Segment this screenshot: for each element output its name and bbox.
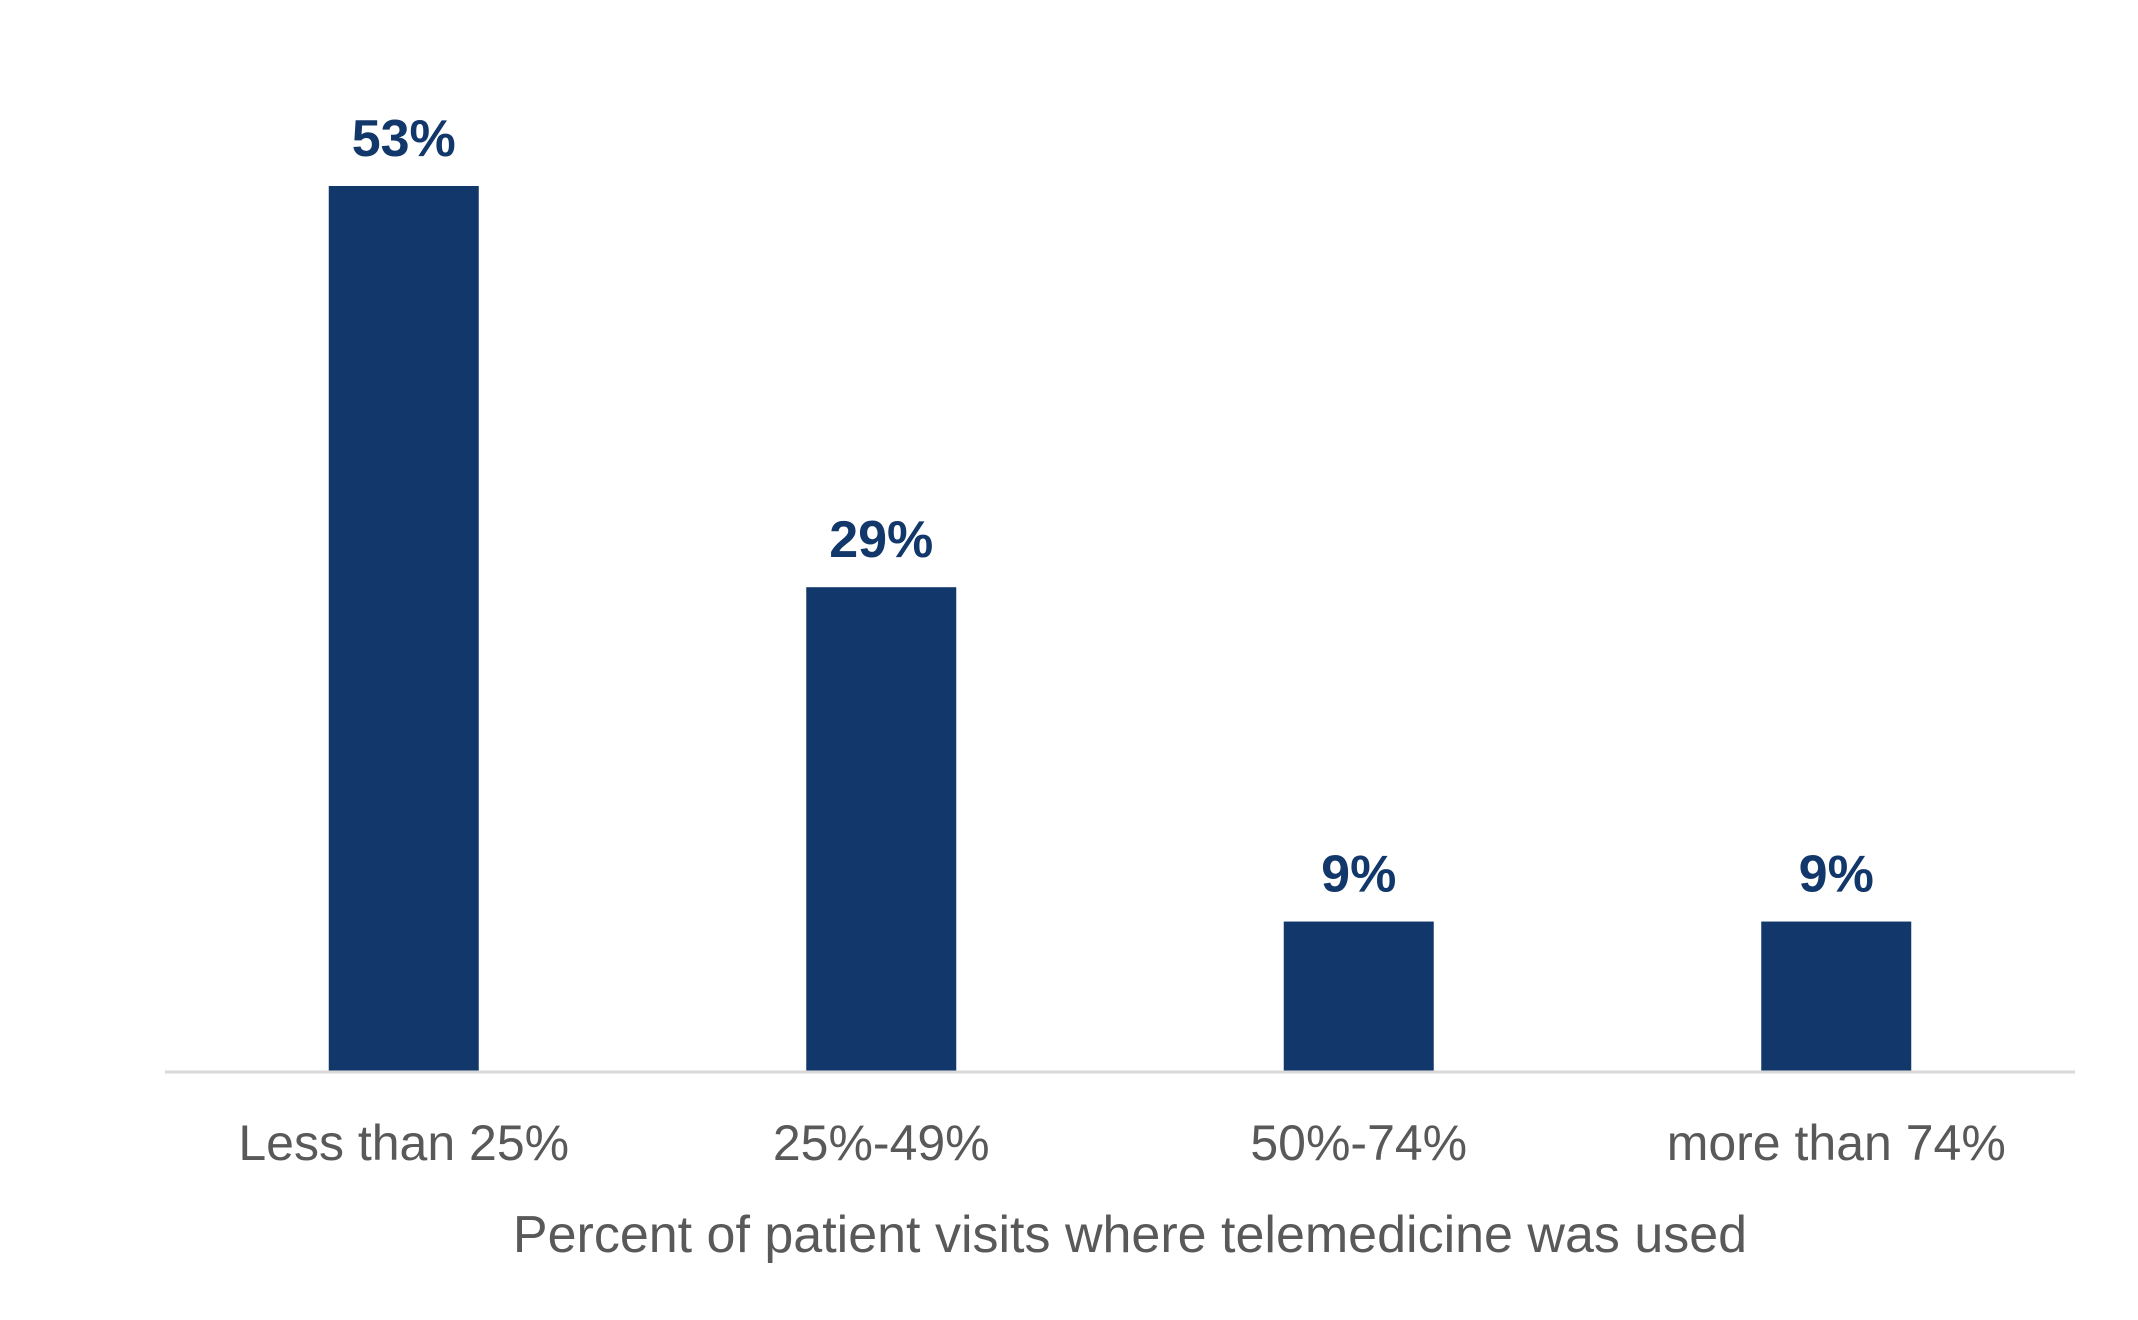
x-tick-label-2: 50%-74% bbox=[1250, 1115, 1467, 1171]
value-labels-group: 53% 29% 9% 9% bbox=[352, 110, 1874, 904]
bar-value-label-3: 9% bbox=[1799, 846, 1874, 904]
x-tick-label-3: more than 74% bbox=[1667, 1115, 2006, 1171]
bar-3 bbox=[1761, 921, 1912, 1072]
bar-value-label-2: 9% bbox=[1321, 846, 1396, 904]
bar-value-label-1: 29% bbox=[829, 511, 933, 569]
x-axis-title: Percent of patient visits where telemedi… bbox=[513, 1206, 1747, 1264]
x-tick-label-0: Less than 25% bbox=[238, 1115, 569, 1171]
bar-value-label-0: 53% bbox=[352, 110, 456, 168]
bar-0 bbox=[328, 186, 479, 1072]
x-tick-label-1: 25%-49% bbox=[773, 1115, 990, 1171]
x-tick-labels-group: Less than 25% 25%-49% 50%-74% more than 74% bbox=[238, 1115, 2005, 1171]
bars-group bbox=[328, 186, 1912, 1072]
bar-1 bbox=[806, 587, 957, 1072]
bar-2 bbox=[1283, 921, 1434, 1072]
